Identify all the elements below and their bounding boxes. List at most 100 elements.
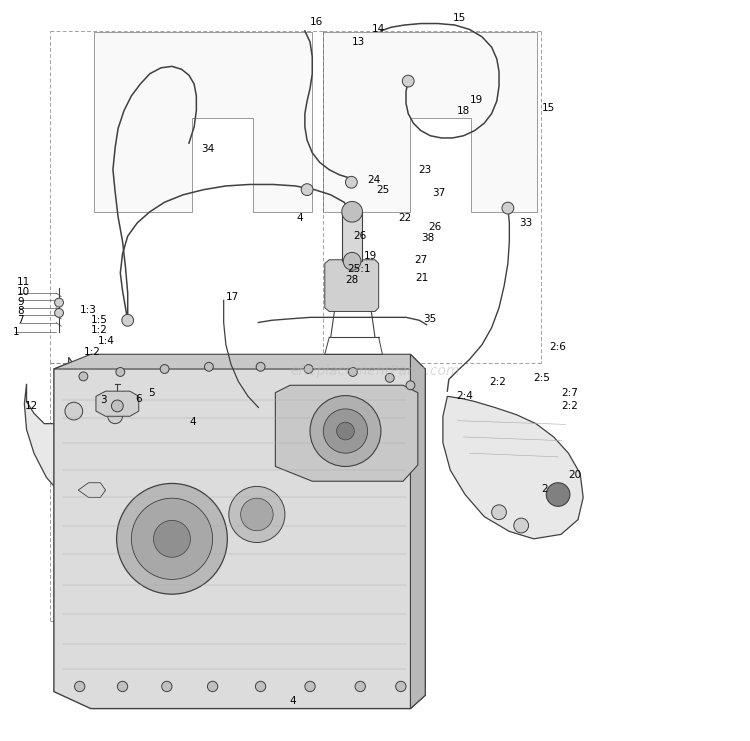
Text: 2:5: 2:5	[534, 373, 550, 383]
Circle shape	[55, 308, 64, 317]
Text: 13: 13	[352, 37, 365, 47]
Polygon shape	[24, 357, 158, 531]
Circle shape	[117, 681, 128, 691]
Text: 2: 2	[541, 484, 548, 494]
Circle shape	[256, 681, 266, 691]
Text: 28: 28	[346, 276, 358, 285]
Text: 2:7: 2:7	[561, 388, 578, 398]
Circle shape	[323, 409, 368, 453]
Circle shape	[402, 75, 414, 87]
Text: eReplacementParts.com: eReplacementParts.com	[290, 364, 460, 377]
Polygon shape	[323, 33, 538, 212]
Circle shape	[386, 373, 394, 382]
Text: 27: 27	[414, 255, 428, 265]
Circle shape	[492, 505, 506, 519]
Text: 4: 4	[189, 417, 196, 427]
Circle shape	[205, 362, 213, 371]
Text: 15: 15	[453, 13, 466, 23]
Circle shape	[131, 498, 212, 579]
Text: 19: 19	[364, 251, 377, 261]
Circle shape	[122, 314, 134, 326]
Circle shape	[256, 362, 265, 371]
Text: 9: 9	[17, 297, 23, 307]
Circle shape	[346, 176, 357, 188]
Text: 1:3: 1:3	[80, 305, 97, 315]
Text: 11: 11	[17, 277, 30, 287]
Circle shape	[342, 202, 362, 222]
Text: 22: 22	[398, 213, 412, 224]
Text: 21: 21	[416, 273, 429, 283]
Polygon shape	[325, 260, 379, 311]
Text: 14: 14	[372, 24, 386, 34]
Text: 4: 4	[296, 213, 303, 223]
Text: 1:2: 1:2	[83, 347, 100, 357]
Circle shape	[337, 422, 354, 440]
Text: 23: 23	[418, 165, 431, 175]
Circle shape	[154, 520, 190, 557]
Polygon shape	[275, 385, 418, 481]
Circle shape	[304, 365, 313, 373]
Text: 1:4: 1:4	[98, 336, 115, 346]
Polygon shape	[342, 212, 362, 262]
Polygon shape	[54, 363, 425, 708]
Circle shape	[162, 681, 172, 691]
Circle shape	[79, 372, 88, 381]
Circle shape	[116, 483, 227, 594]
Text: 16: 16	[309, 17, 322, 27]
Circle shape	[396, 681, 406, 691]
Text: 35: 35	[423, 314, 436, 324]
Text: 37: 37	[433, 188, 445, 199]
Circle shape	[344, 253, 361, 270]
Text: 26: 26	[428, 222, 442, 231]
Text: 12: 12	[24, 401, 38, 411]
Circle shape	[108, 409, 122, 424]
Text: 15: 15	[542, 104, 555, 113]
Text: 5: 5	[148, 388, 155, 398]
Text: 24: 24	[368, 175, 381, 185]
Text: 6: 6	[135, 393, 142, 404]
Circle shape	[112, 400, 123, 412]
Polygon shape	[443, 396, 584, 539]
Text: 2:2: 2:2	[561, 401, 578, 411]
Polygon shape	[96, 391, 139, 416]
Polygon shape	[54, 354, 425, 369]
Circle shape	[546, 482, 570, 506]
Text: 3: 3	[100, 395, 107, 405]
Text: 17: 17	[226, 292, 239, 302]
Text: 20: 20	[568, 471, 581, 480]
Circle shape	[229, 486, 285, 542]
Polygon shape	[94, 33, 312, 212]
Polygon shape	[78, 482, 106, 497]
Text: 1: 1	[13, 327, 20, 337]
Circle shape	[349, 368, 357, 376]
Text: 2:2: 2:2	[490, 376, 506, 387]
Text: 26: 26	[352, 231, 366, 241]
Circle shape	[355, 681, 365, 691]
Circle shape	[302, 184, 313, 196]
Circle shape	[160, 365, 169, 373]
Circle shape	[304, 681, 315, 691]
Text: 4: 4	[289, 697, 296, 706]
Text: 1:5: 1:5	[91, 316, 108, 325]
Circle shape	[310, 396, 381, 467]
Text: 1:2: 1:2	[91, 325, 108, 335]
Text: 25:1: 25:1	[348, 264, 371, 273]
Text: 8: 8	[17, 307, 23, 316]
Circle shape	[502, 202, 514, 214]
Text: 38: 38	[421, 233, 434, 242]
Text: 33: 33	[519, 218, 532, 227]
Circle shape	[208, 681, 218, 691]
Circle shape	[241, 498, 273, 531]
Text: 19: 19	[470, 95, 484, 104]
Text: 7: 7	[17, 316, 23, 325]
Circle shape	[514, 518, 529, 533]
Circle shape	[55, 298, 64, 307]
Circle shape	[116, 368, 124, 376]
Circle shape	[65, 402, 82, 420]
Polygon shape	[410, 354, 425, 708]
Text: 2:6: 2:6	[549, 342, 566, 352]
Circle shape	[406, 381, 415, 390]
Text: 2:4: 2:4	[456, 391, 473, 402]
Text: 34: 34	[202, 144, 214, 154]
Circle shape	[74, 681, 85, 691]
